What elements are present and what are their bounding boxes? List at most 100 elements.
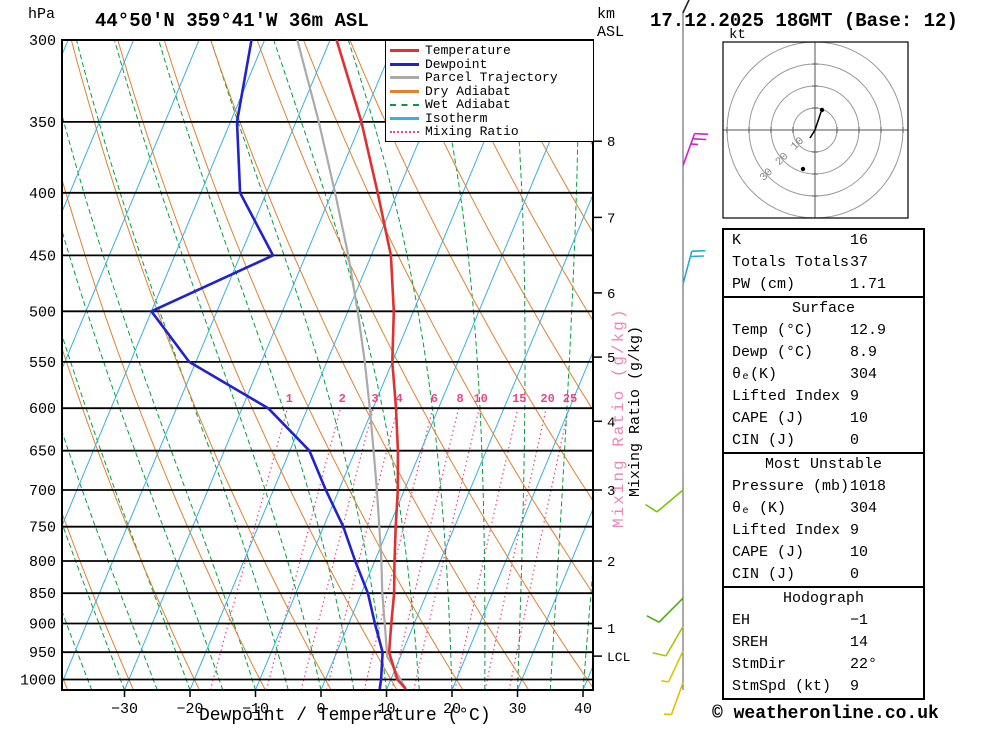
stats-row: CIN (J) 0	[724, 564, 923, 586]
parcel-trajectory-curve	[296, 40, 407, 690]
lcl-label: LCL	[607, 650, 630, 665]
mixing-ratio-value: 20	[540, 392, 554, 406]
temp-tick-label: −20	[176, 701, 203, 718]
mixing-ratio-value: 4	[395, 392, 402, 406]
mixing-ratio-value: 15	[512, 392, 526, 406]
pressure-tick-label: 950	[29, 645, 56, 662]
legend-item: Dewpoint	[386, 58, 593, 72]
pressure-tick-label: 600	[29, 401, 56, 418]
stats-row: SREH 14	[724, 632, 923, 654]
km-tick-label: 6	[607, 287, 615, 303]
mixing-ratio-value: 25	[563, 392, 577, 406]
pressure-tick-label: 650	[29, 444, 56, 461]
hodograph-point	[819, 107, 825, 113]
pressure-tick-label: 400	[29, 186, 56, 203]
stats-row: StmSpd (kt) 9	[724, 676, 923, 698]
stat-label: θₑ (K)	[732, 500, 787, 517]
hodograph-point	[800, 166, 806, 172]
stats-group-header: Most Unstable	[764, 456, 883, 473]
mixing-ratio-value: 3	[371, 392, 378, 406]
stat-value: 9	[850, 678, 860, 695]
legend-item: Isotherm	[386, 112, 593, 126]
legend-item: Parcel Trajectory	[386, 71, 593, 85]
stat-label: K	[732, 232, 742, 249]
stat-label: Dewp (°C)	[732, 344, 814, 361]
stat-label: StmDir	[732, 656, 787, 673]
stat-label: PW (cm)	[732, 276, 796, 293]
stat-value: −1	[850, 612, 869, 629]
legend-line-sample	[390, 76, 419, 80]
stats-row: θₑ(K) 304	[724, 364, 923, 386]
stat-label: Pressure (mb)	[732, 478, 850, 495]
stats-row: Lifted Index 9	[724, 520, 923, 542]
mixing-ratio-value: 1	[286, 392, 293, 406]
legend-line-sample	[390, 62, 419, 66]
km-tick-label: 7	[607, 211, 615, 227]
mixing-ratio-value: 2	[339, 392, 346, 406]
sounding-curves	[150, 40, 407, 690]
legend-item-label: Dewpoint	[425, 56, 488, 72]
pressure-tick-label: 700	[29, 483, 56, 500]
temp-tick-label: 20	[443, 701, 461, 718]
stat-value: 0	[850, 432, 860, 449]
stat-value: 14	[850, 634, 869, 651]
stats-row: CAPE (J) 10	[724, 408, 923, 430]
stat-value: 12.9	[850, 322, 887, 339]
stat-label: Totals Totals	[732, 254, 850, 271]
hodograph-unit-label: kt	[729, 27, 746, 43]
stats-group: K 16 Totals Totals 37 PW (cm) 1.71	[724, 230, 923, 296]
stats-row: K 16	[724, 230, 923, 252]
km-tick-label: 2	[607, 555, 615, 571]
stats-row: Totals Totals 37	[724, 252, 923, 274]
mixing-ratio-value: 6	[431, 392, 438, 406]
stats-row: PW (cm) 1.71	[724, 274, 923, 296]
stat-value: 16	[850, 232, 869, 249]
stats-row: CIN (J) 0	[724, 430, 923, 452]
pressure-tick-label: 750	[29, 520, 56, 537]
stat-label: EH	[732, 612, 751, 629]
pressure-tick-label: 800	[29, 554, 56, 571]
hodograph-ring-label: 20	[774, 151, 792, 169]
stats-table: K 16 Totals Totals 37 PW (cm) 1.71 Surface Temp…	[722, 228, 925, 700]
stat-label: Lifted Index	[732, 388, 841, 405]
km-tick-label: 1	[607, 622, 615, 638]
stats-group: Most Unstable Pressure (mb) 1018 θₑ (K) 304 L…	[724, 452, 923, 586]
plot-border	[61, 39, 594, 691]
legend-line-sample	[390, 49, 419, 53]
stat-value: 1.71	[850, 276, 887, 293]
stat-label: SREH	[732, 634, 769, 651]
stats-row: EH −1	[724, 610, 923, 632]
dewpoint-curve	[150, 40, 384, 690]
run-datetime: 17.12.2025 18GMT (Base: 12)	[650, 10, 958, 32]
stats-row: StmDir 22°	[724, 654, 923, 676]
mixing-ratio-value: 10	[473, 392, 487, 406]
temp-tick-label: −30	[111, 701, 138, 718]
temp-tick-label: 0	[316, 701, 325, 718]
stat-value: 8.9	[850, 344, 878, 361]
stats-row: CAPE (J) 10	[724, 542, 923, 564]
pressure-tick-label: 350	[29, 115, 56, 132]
km-tick-label: 8	[607, 135, 615, 151]
stats-row: Lifted Index 9	[724, 386, 923, 408]
pressure-tick-label: 500	[29, 304, 56, 321]
stat-label: StmSpd (kt)	[732, 678, 832, 695]
stat-label: θₑ(K)	[732, 366, 778, 383]
legend-item-label: Wet Adiabat	[425, 97, 511, 113]
km-tick-label: 3	[607, 484, 615, 500]
temp-tick-label: 30	[508, 701, 526, 718]
stats-group-header: Hodograph	[782, 590, 864, 607]
axis-ticks: 3003504004505005506006507007508008509009…	[20, 33, 630, 718]
stats-group: Surface Temp (°C) 12.9 Dewp (°C) 8.9 θₑ(K) 304…	[724, 296, 923, 452]
mixing-ratio-axis-label-pink: Mixing Ratio (g/kg)	[610, 307, 628, 528]
stats-row: θₑ (K) 304	[724, 498, 923, 520]
pressure-tick-label: 300	[29, 33, 56, 50]
stat-label: CAPE (J)	[732, 544, 805, 561]
stats-row: Dewp (°C) 8.9	[724, 342, 923, 364]
stats-group: Hodograph EH −1 SREH 14 StmDir 22° StmSpd (kt) 9	[724, 586, 923, 698]
pressure-tick-label: 900	[29, 617, 56, 634]
wind-barb-column	[645, 0, 709, 716]
stat-value: 10	[850, 544, 869, 561]
